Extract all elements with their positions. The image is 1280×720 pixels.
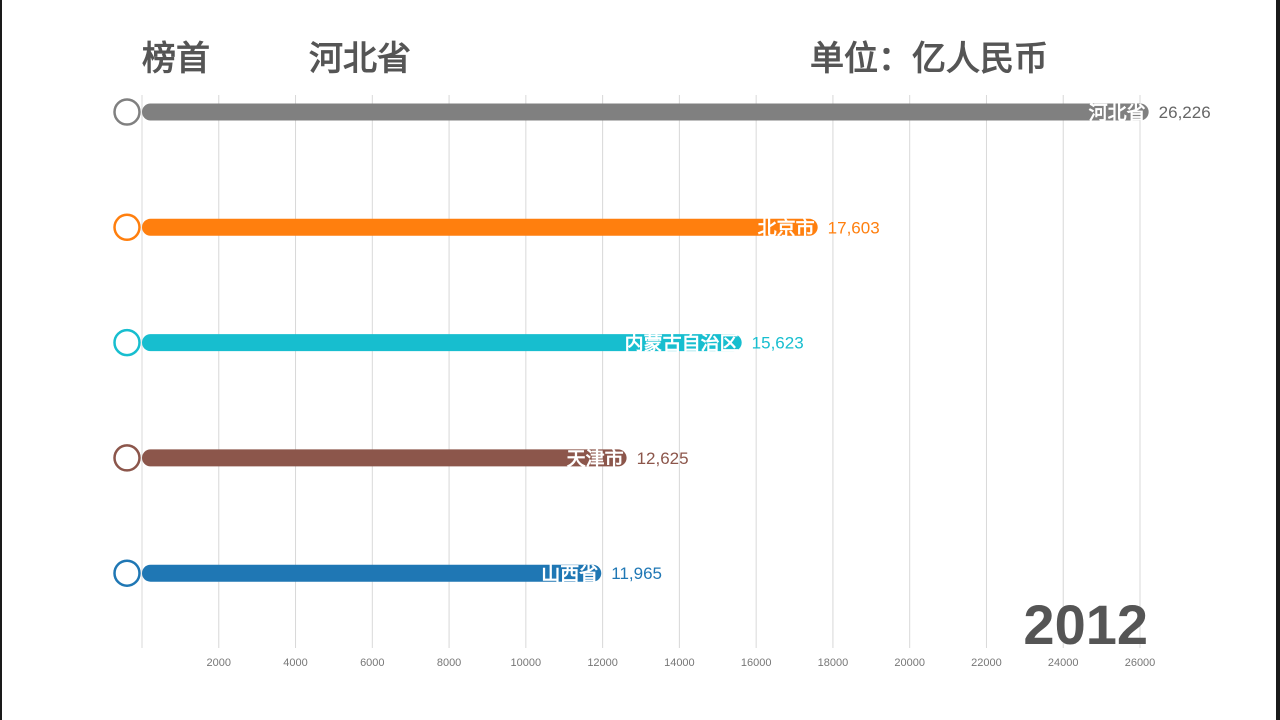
unit-label: 单位：亿人民币 — [810, 39, 1048, 79]
bar — [142, 564, 602, 582]
bar-category-label: 北京市 — [758, 216, 815, 239]
x-tick-label: 20000 — [894, 657, 925, 669]
bar-marker — [113, 444, 141, 472]
bar-marker — [113, 559, 141, 587]
x-tick-label: 10000 — [511, 657, 542, 669]
x-tick-label: 22000 — [971, 657, 1002, 669]
bar-value-label: 11,965 — [611, 564, 662, 583]
x-tick-label: 4000 — [283, 657, 307, 669]
bar — [142, 103, 1149, 121]
bar-value-label: 12,625 — [637, 449, 689, 468]
bar-value-label: 15,623 — [752, 334, 804, 353]
bar-category-label: 山西省 — [541, 563, 598, 585]
bar — [142, 449, 627, 467]
x-tick-label: 18000 — [818, 657, 849, 669]
bar — [142, 218, 818, 236]
x-tick-label: 12000 — [587, 657, 618, 669]
bar — [142, 334, 742, 352]
bar-value-label: 26,226 — [1159, 103, 1211, 122]
bar-category-label: 河北省 — [1089, 102, 1146, 124]
bar-category-label: 内蒙古自治区 — [625, 332, 739, 355]
x-tick-label: 6000 — [360, 657, 384, 669]
x-tick-label: 14000 — [664, 657, 695, 669]
bar-marker — [113, 328, 141, 357]
x-tick-label: 16000 — [741, 657, 772, 669]
year-label: 2012 — [1023, 593, 1148, 656]
bar-category-label: 天津市 — [567, 447, 624, 470]
bar-marker — [113, 213, 141, 242]
leader-label: 榜首 — [142, 39, 210, 79]
bar-marker — [113, 98, 141, 126]
leader-name: 河北省 — [309, 39, 411, 79]
x-tick-label: 8000 — [437, 657, 461, 669]
x-tick-label: 26000 — [1125, 657, 1156, 669]
x-tick-label: 2000 — [207, 657, 231, 669]
x-tick-label: 24000 — [1048, 657, 1079, 669]
bar-value-label: 17,603 — [828, 218, 880, 237]
